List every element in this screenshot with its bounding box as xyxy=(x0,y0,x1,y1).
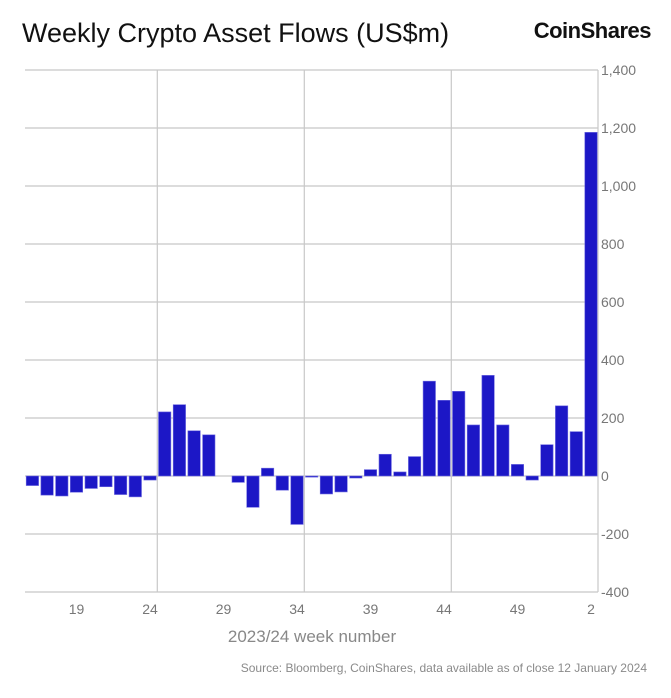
x-tick-label: 2 xyxy=(587,601,595,617)
source-note: Source: Bloomberg, CoinShares, data avai… xyxy=(240,661,647,675)
bar-week-37 xyxy=(334,475,348,493)
x-tick-label: 24 xyxy=(142,601,158,617)
bar-week-27 xyxy=(187,430,201,477)
bar-week-46 xyxy=(466,424,480,477)
bar-week-16 xyxy=(25,475,39,486)
bar-week-40 xyxy=(378,453,392,477)
y-tick-label: 0 xyxy=(601,468,609,484)
x-tick-label: 34 xyxy=(289,601,305,617)
bar-week-33 xyxy=(275,475,289,491)
bar-week-51 xyxy=(540,444,554,477)
x-tick-label: 39 xyxy=(363,601,379,617)
bar-week-1 xyxy=(569,431,583,477)
x-tick-label: 19 xyxy=(69,601,85,617)
bar-week-35 xyxy=(305,475,319,478)
y-tick-label: -200 xyxy=(601,526,629,542)
y-tick-label: 800 xyxy=(601,236,625,252)
x-tick-label: 44 xyxy=(436,601,452,617)
bar-week-45 xyxy=(452,391,466,477)
bar-week-32 xyxy=(261,467,275,477)
bar-week-34 xyxy=(290,475,304,525)
bar-week-28 xyxy=(202,434,216,477)
bar-week-26 xyxy=(172,404,186,477)
bar-week-41 xyxy=(393,471,407,477)
bar-week-47 xyxy=(481,375,495,477)
bar-week-24 xyxy=(143,475,157,481)
bar-week-39 xyxy=(363,469,377,477)
bar-week-36 xyxy=(319,475,333,495)
bar-week-17 xyxy=(40,475,54,496)
bar-week-30 xyxy=(231,475,245,483)
x-tick-label: 29 xyxy=(216,601,232,617)
bar-week-21 xyxy=(99,475,113,488)
y-tick-label: -400 xyxy=(601,584,629,600)
x-axis-label: 2023/24 week number xyxy=(228,627,397,646)
bar-week-43 xyxy=(422,380,436,477)
coinshares-logo: CoinShares xyxy=(533,18,652,43)
bar-week-48 xyxy=(496,424,510,477)
bar-week-18 xyxy=(55,475,69,497)
bar-week-22 xyxy=(114,475,128,495)
bar-week-20 xyxy=(84,475,98,489)
bar-week-42 xyxy=(408,456,422,477)
y-tick-label: 1,400 xyxy=(601,62,636,78)
bar-week-49 xyxy=(510,464,524,477)
bar-week-38 xyxy=(349,475,363,479)
y-tick-label: 600 xyxy=(601,294,625,310)
y-tick-label: 200 xyxy=(601,410,625,426)
x-tick-label: 49 xyxy=(510,601,526,617)
chart-title: Weekly Crypto Asset Flows (US$m) xyxy=(22,18,450,48)
bar-week-19 xyxy=(70,475,84,493)
bar-week-2 xyxy=(584,132,598,477)
bar-week-25 xyxy=(158,411,172,477)
bar-week-44 xyxy=(437,400,451,477)
y-tick-label: 1,200 xyxy=(601,120,636,136)
bar-week-23 xyxy=(128,475,142,498)
y-tick-label: 400 xyxy=(601,352,625,368)
bar-week-31 xyxy=(246,475,260,508)
y-tick-label: 1,000 xyxy=(601,178,636,194)
bar-week-50 xyxy=(525,475,539,481)
bar-week-52 xyxy=(555,405,569,477)
